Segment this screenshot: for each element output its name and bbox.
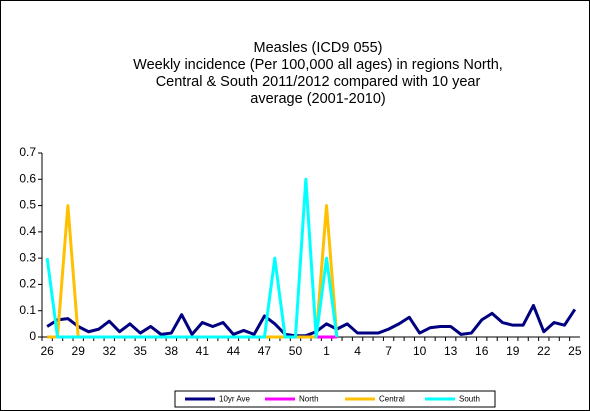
legend: 10yr Ave North Central South	[174, 390, 496, 408]
x-tick-label: 19	[506, 344, 520, 358]
legend-label: 10yr Ave	[219, 395, 251, 404]
x-tick-label: 13	[444, 344, 458, 358]
x-tick-label: 26	[40, 344, 54, 358]
y-tick-label: 0	[29, 329, 36, 343]
x-tick-label: 41	[196, 344, 210, 358]
y-tick-label: 0.6	[19, 171, 36, 185]
x-tick-label: 10	[413, 344, 427, 358]
x-tick-label: 4	[354, 344, 361, 358]
x-tick-label: 25	[568, 344, 582, 358]
legend-label: South	[459, 395, 480, 404]
x-tick-label: 7	[385, 344, 392, 358]
chart-title: Measles (ICD9 055)	[254, 40, 383, 56]
plot: 00.10.20.30.40.50.60.726 29 32 35 38 41 44 47 50…	[19, 145, 582, 358]
legend-label: North	[299, 395, 319, 404]
legend-label: Central	[379, 395, 405, 404]
x-tick-label: 38	[165, 344, 179, 358]
y-tick-label: 0.5	[19, 198, 36, 212]
x-tick-label: 35	[134, 344, 148, 358]
x-tick-label: 16	[475, 344, 489, 358]
chart-title: Central & South 2011/2012 compared with …	[156, 74, 481, 90]
x-tick-label: 1	[323, 344, 330, 358]
x-tick-label: 29	[72, 344, 86, 358]
y-tick-label: 0.4	[19, 224, 36, 238]
legend-box	[174, 390, 496, 408]
x-tick-label: 50	[289, 344, 303, 358]
x-tick-label: 22	[537, 344, 551, 358]
y-tick-label: 0.3	[19, 250, 36, 264]
chart-title: Weekly incidence (Per 100,000 all ages) …	[133, 57, 503, 73]
y-tick-label: 0.1	[19, 303, 36, 317]
x-tick-label: 44	[227, 344, 241, 358]
chart-title: average (2001-2010)	[250, 91, 385, 107]
series-line	[46, 303, 577, 338]
title: Measles (ICD9 055)Weekly incidence (Per …	[133, 40, 503, 107]
series-line	[45, 177, 339, 339]
x-tick-label: 47	[258, 344, 272, 358]
y-tick-label: 0.2	[19, 277, 36, 291]
x-tick-label: 32	[103, 344, 117, 358]
y-tick-label: 0.7	[19, 145, 36, 159]
